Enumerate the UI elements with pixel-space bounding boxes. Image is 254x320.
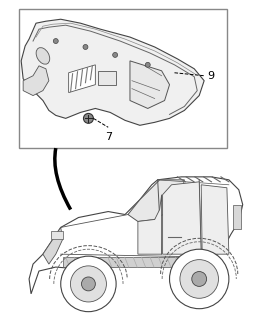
Polygon shape xyxy=(138,195,162,254)
Circle shape xyxy=(70,266,106,302)
Polygon shape xyxy=(201,185,229,254)
Polygon shape xyxy=(21,19,204,125)
Circle shape xyxy=(82,277,95,291)
Circle shape xyxy=(83,44,88,50)
Circle shape xyxy=(53,39,58,44)
Circle shape xyxy=(113,52,118,57)
Polygon shape xyxy=(69,65,95,92)
Circle shape xyxy=(61,256,116,312)
Bar xyxy=(63,257,213,267)
Bar xyxy=(19,9,227,148)
Polygon shape xyxy=(130,61,169,108)
Circle shape xyxy=(192,272,207,286)
Bar xyxy=(233,204,241,229)
Polygon shape xyxy=(23,66,49,96)
Circle shape xyxy=(145,62,150,67)
Text: 7: 7 xyxy=(105,132,112,142)
Text: 9: 9 xyxy=(207,71,214,81)
Polygon shape xyxy=(163,182,201,254)
Bar xyxy=(51,231,63,239)
Polygon shape xyxy=(128,180,184,221)
Polygon shape xyxy=(29,177,243,294)
Circle shape xyxy=(169,249,229,309)
Polygon shape xyxy=(43,228,63,264)
Circle shape xyxy=(84,113,93,123)
Ellipse shape xyxy=(36,48,50,64)
Circle shape xyxy=(180,260,218,298)
Bar xyxy=(98,71,116,85)
